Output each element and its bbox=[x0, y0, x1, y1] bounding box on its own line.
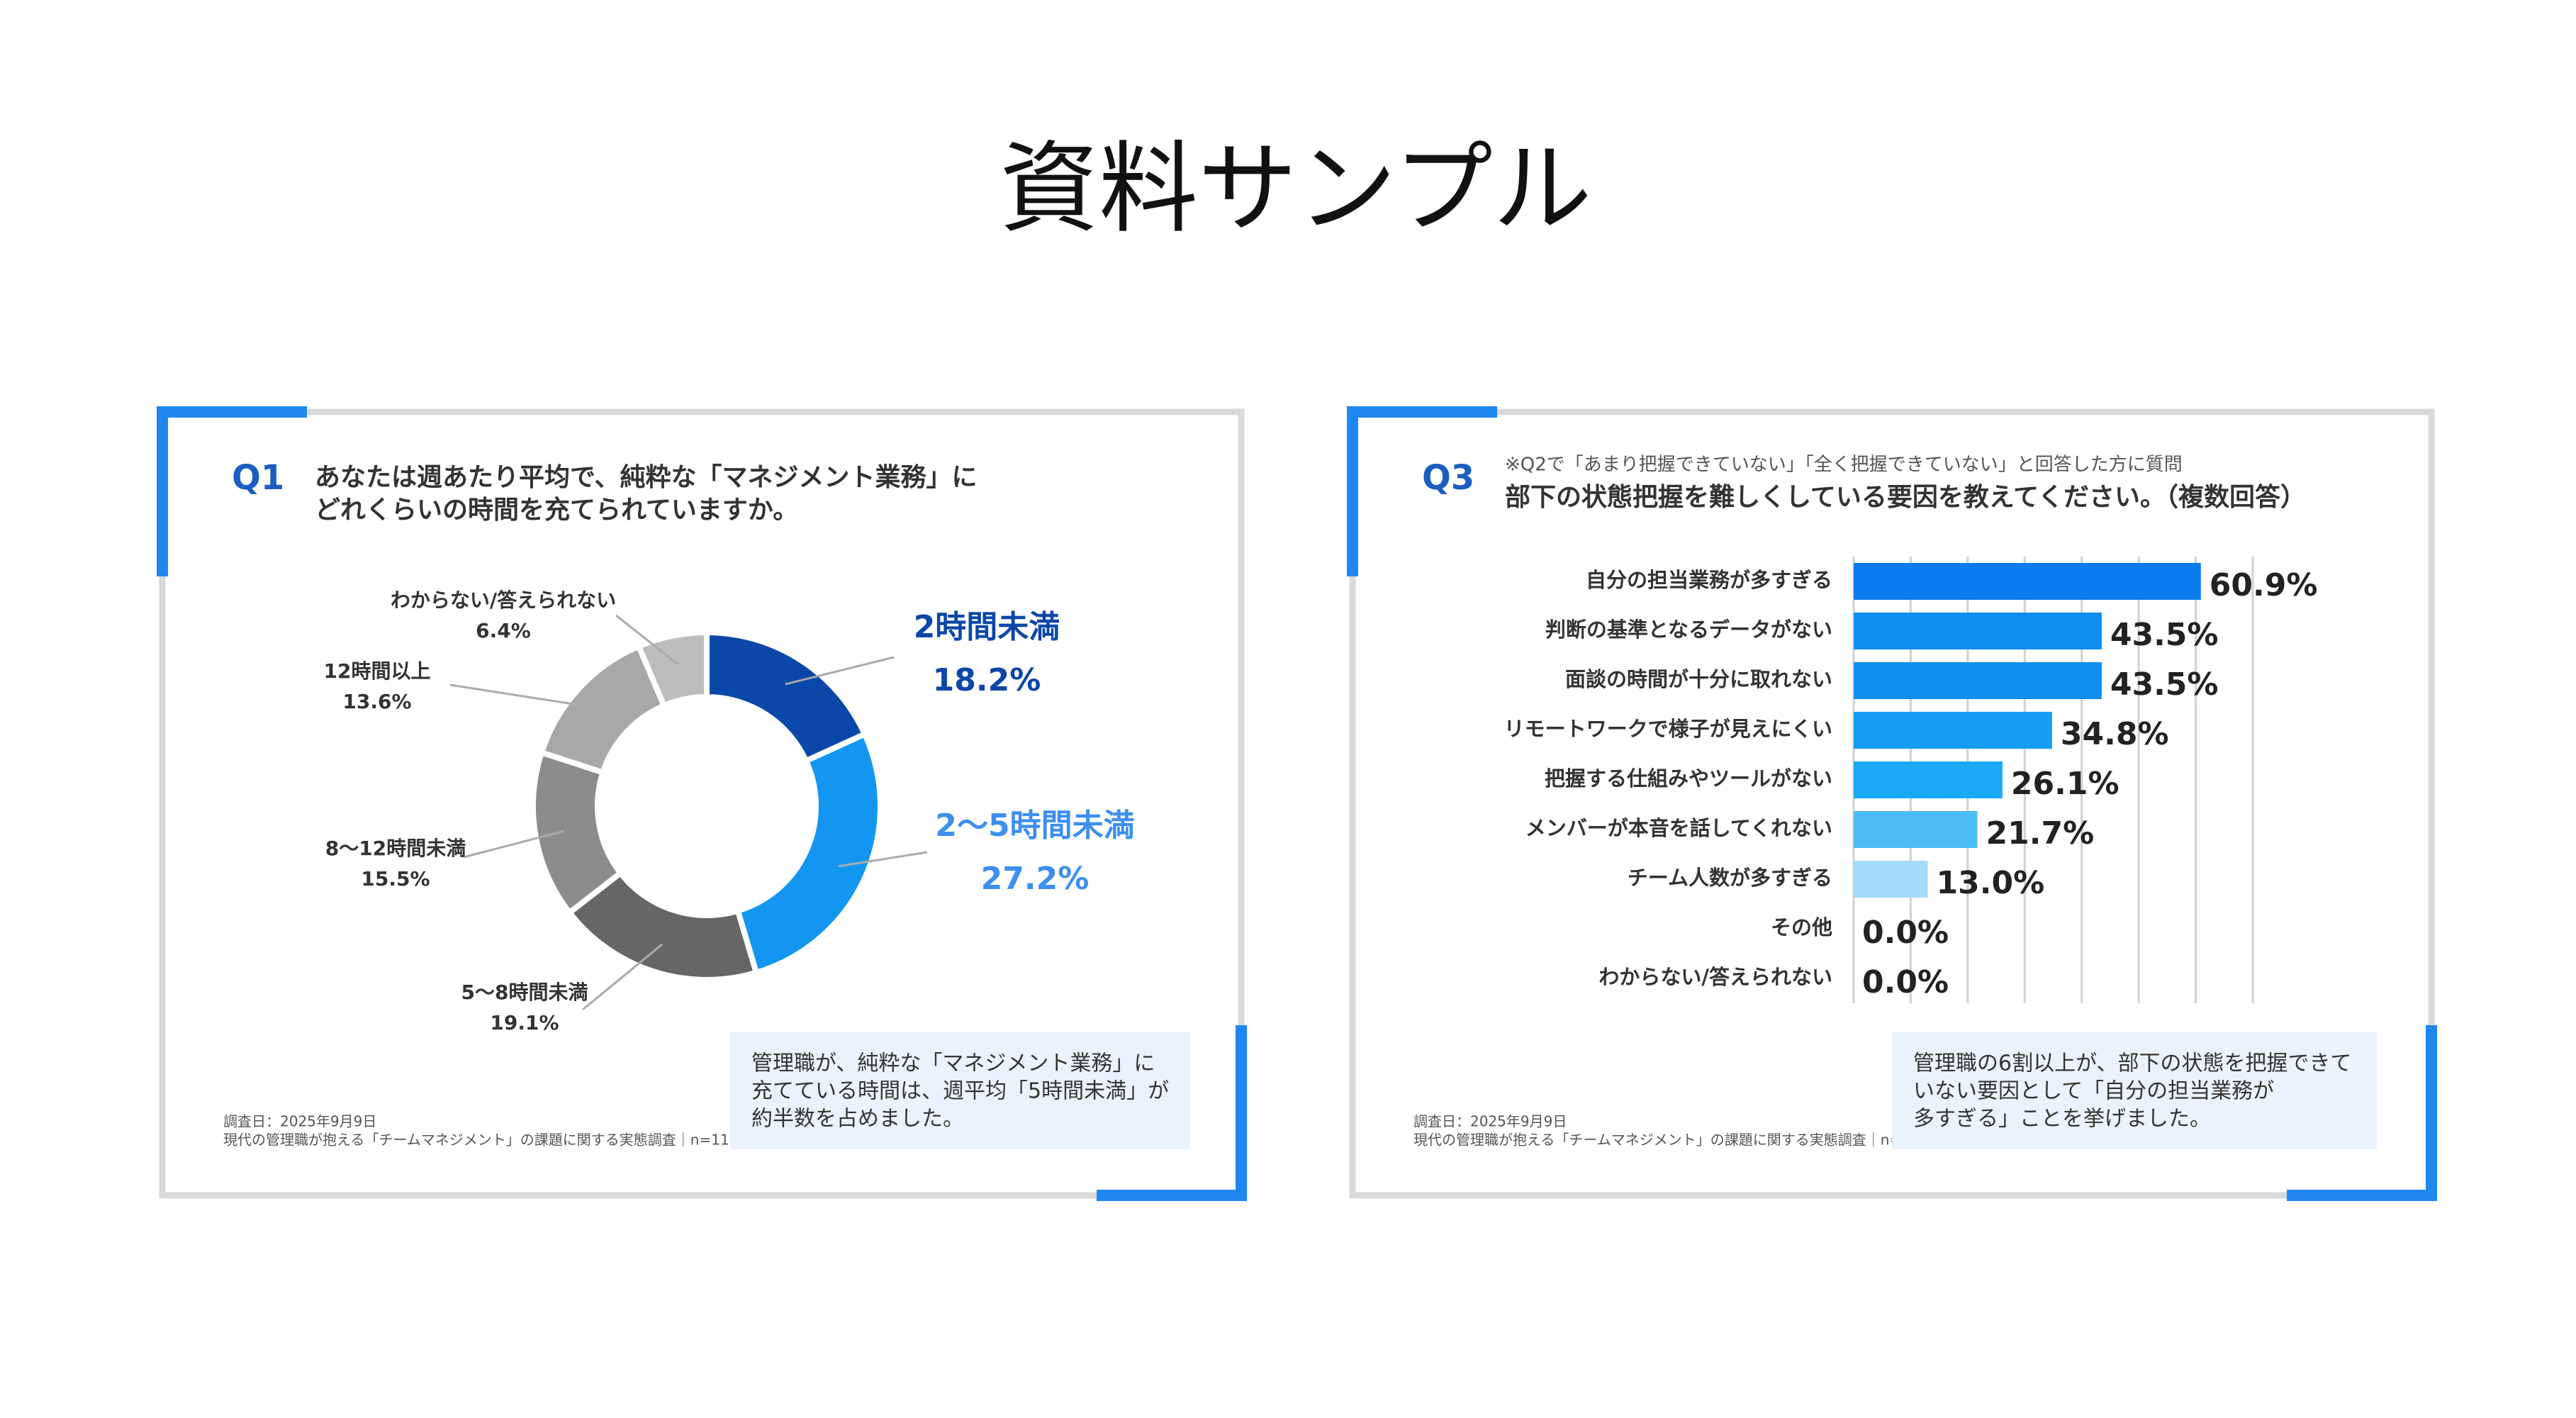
slice-label: 8〜12時間未満 bbox=[325, 837, 466, 860]
slice-label: 12時間以上 bbox=[324, 659, 431, 683]
category-label: 把握する仕組みやツールがない bbox=[1545, 766, 1832, 791]
note: 管理職の6割以上が、部下の状態を把握できて bbox=[1913, 1051, 2352, 1076]
note-box bbox=[730, 1032, 1190, 1149]
bar bbox=[1854, 662, 2102, 699]
value-label: 26.1% bbox=[2011, 766, 2119, 802]
bar bbox=[1854, 761, 2003, 798]
slice-value: 15.5% bbox=[361, 867, 430, 891]
bar bbox=[1854, 613, 2102, 649]
category-label: 判断の基準となるデータがない bbox=[1545, 618, 1832, 642]
bar bbox=[1854, 712, 2052, 749]
category-label: リモートワークで様子が見えにくい bbox=[1504, 717, 1832, 741]
category-label: 自分の担当業務が多すぎる bbox=[1586, 568, 1832, 592]
footer: 現代の管理職が抱える「チームマネジメント」の課題に関する実態調査｜n=23 bbox=[1413, 1132, 1920, 1149]
slice-value: 19.1% bbox=[490, 1011, 559, 1034]
accent bbox=[2287, 1190, 2437, 1201]
note: 管理職が、純粋な「マネジメント業務」に bbox=[751, 1051, 1155, 1076]
value-label: 43.5% bbox=[2110, 666, 2219, 703]
value-label: 13.0% bbox=[1937, 865, 2045, 901]
donut-segment bbox=[734, 730, 883, 976]
category-label: 面談の時間が十分に取れない bbox=[1565, 667, 1832, 691]
slice-label: 5〜8時間未満 bbox=[461, 981, 588, 1004]
leader-line bbox=[838, 851, 928, 868]
leader-line bbox=[449, 683, 600, 710]
leader-line bbox=[785, 656, 895, 686]
note: 多すぎる」ことを挙げました。 bbox=[1913, 1107, 2211, 1132]
footer: 調査日：2025年9月9日 bbox=[223, 1113, 376, 1130]
question: どれくらいの時間を充てられていますか。 bbox=[315, 496, 798, 525]
slice-value: 18.2% bbox=[933, 662, 1041, 698]
question-label: Q1 bbox=[232, 458, 284, 498]
question-label: Q3 bbox=[1422, 458, 1474, 498]
category-label: その他 bbox=[1771, 915, 1832, 939]
accent bbox=[157, 406, 168, 576]
accent bbox=[2426, 1025, 2437, 1195]
slice-value: 6.4% bbox=[476, 619, 531, 642]
subtitle: ※Q2で「あまり把握できていない」「全く把握できていない」と回答した方に質問 bbox=[1505, 454, 2183, 476]
accent bbox=[1236, 1025, 1247, 1195]
question: あなたは週あたり平均で、純粋な「マネジメント業務」に bbox=[315, 463, 978, 492]
note-box bbox=[1892, 1032, 2377, 1149]
category-label: わからない/答えられない bbox=[1598, 965, 1832, 989]
note: 約半数を占めました。 bbox=[751, 1107, 964, 1132]
donut-segment bbox=[634, 629, 710, 710]
accent bbox=[1347, 406, 1358, 576]
footer: 調査日：2025年9月9日 bbox=[1413, 1113, 1567, 1130]
leader-line bbox=[615, 614, 679, 665]
slice-label: 2〜5時間未満 bbox=[935, 808, 1134, 844]
value-label: 0.0% bbox=[1862, 964, 1949, 1000]
leader-line bbox=[582, 943, 663, 1011]
note: いない要因として「自分の担当業務が bbox=[1913, 1079, 2274, 1104]
note: 充てている時間は、週平均「5時間未満」が bbox=[751, 1079, 1169, 1104]
bar bbox=[1854, 811, 1978, 848]
slice-value: 27.2% bbox=[981, 861, 1090, 897]
value-label: 21.7% bbox=[1986, 815, 2095, 852]
accent bbox=[1097, 1190, 1247, 1201]
value-label: 0.0% bbox=[1862, 915, 1949, 951]
bar bbox=[1854, 563, 2201, 600]
category-label: チーム人数が多すぎる bbox=[1628, 866, 1832, 890]
leader-line bbox=[463, 830, 564, 859]
value-label: 43.5% bbox=[2110, 617, 2219, 653]
question: 部下の状態把握を難しくしている要因を教えてください。（複数回答） bbox=[1505, 483, 2306, 512]
slice-label: わからない/答えられない bbox=[391, 588, 616, 612]
donut-segment bbox=[565, 869, 760, 983]
accent bbox=[1347, 406, 1497, 418]
page-title: 資料サンプル bbox=[999, 132, 1592, 247]
bar bbox=[1854, 861, 1928, 898]
accent bbox=[157, 406, 307, 418]
category-label: メンバーが本音を話してくれない bbox=[1525, 816, 1832, 840]
slice-label: 2時間未満 bbox=[914, 609, 1060, 645]
footer: 現代の管理職が抱える「チームマネジメント」の課題に関する実態調査｜n=110 bbox=[223, 1132, 738, 1149]
value-label: 34.8% bbox=[2061, 716, 2169, 752]
value-label: 60.9% bbox=[2210, 567, 2318, 603]
slice-value: 13.6% bbox=[342, 690, 411, 713]
